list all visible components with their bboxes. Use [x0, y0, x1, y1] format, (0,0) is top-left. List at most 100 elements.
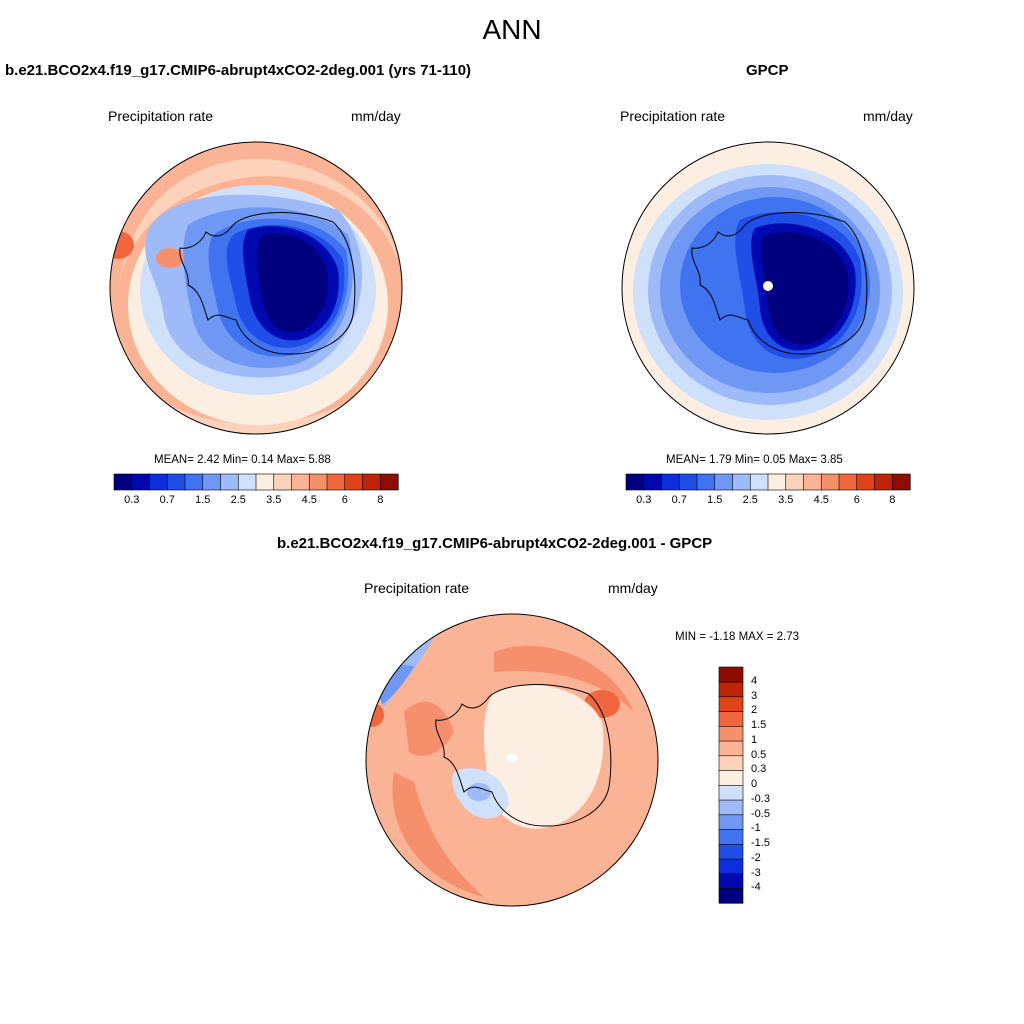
colorbar-tick-label: 2.5 — [742, 494, 758, 506]
colorbar-swatch — [344, 473, 364, 491]
panel-3-field-contour — [467, 783, 491, 801]
colorbar-tick-label: 4 — [751, 674, 758, 687]
colorbar-swatch — [379, 473, 399, 491]
colorbar-tick-label: -3 — [751, 866, 761, 879]
colorbar-tick-label: 2 — [751, 704, 758, 717]
panel-1-antarctica-coastline — [179, 212, 356, 355]
colorbar-tick-label: 3.5 — [266, 494, 282, 506]
colorbar-tick-label: 0.7 — [159, 494, 175, 506]
colorbar-swatch — [273, 473, 293, 491]
colorbar-swatch — [220, 473, 239, 491]
panel-1-map — [109, 141, 403, 435]
figure-title: ANN — [482, 14, 542, 45]
colorbar-swatch — [767, 473, 787, 491]
panel-1-variable-label: Precipitation rate — [108, 108, 214, 124]
panel-3-field-contour — [494, 645, 634, 712]
colorbar-tick-label: 0.3 — [751, 763, 767, 776]
colorbar-swatch — [749, 473, 769, 491]
panel-1-units-label: mm/day — [351, 108, 401, 124]
colorbar-swatch — [856, 473, 876, 491]
panel-2-field-contour — [761, 231, 849, 345]
colorbar-swatch — [696, 473, 716, 491]
colorbar-tick-label: 1 — [751, 733, 758, 746]
colorbar-swatch — [718, 799, 744, 816]
colorbar-swatch — [718, 710, 744, 727]
colorbar-swatch — [718, 814, 744, 830]
colorbar-swatch — [255, 473, 275, 491]
colorbar-swatch — [803, 473, 822, 491]
colorbar-swatch — [362, 473, 381, 491]
panel-2-stats: MEAN= 1.79 Min= 0.05 Max= 3.85 — [666, 454, 843, 466]
colorbar-swatch — [820, 473, 840, 491]
colorbar-swatch — [643, 473, 663, 491]
panel-2-colorbar — [625, 473, 911, 491]
panel-2-title: GPCP — [746, 62, 789, 79]
colorbar-swatch — [166, 473, 186, 491]
colorbar-swatch — [237, 473, 257, 491]
colorbar-tick-label: 3 — [751, 689, 758, 702]
colorbar-swatch — [718, 725, 744, 742]
panel-3-variable-label: Precipitation rate — [364, 580, 470, 596]
colorbar-swatch — [718, 681, 744, 698]
colorbar-tick-label: 3.5 — [778, 494, 794, 506]
colorbar-swatch — [291, 473, 310, 491]
colorbar-swatch — [718, 858, 744, 875]
colorbar-swatch — [202, 473, 222, 491]
colorbar-tick-label: 4.5 — [813, 494, 829, 506]
colorbar-swatch — [714, 473, 734, 491]
colorbar-tick-label: 1.5 — [707, 494, 723, 506]
panel-3-map-border — [365, 613, 659, 907]
colorbar-swatch — [718, 666, 744, 683]
colorbar-swatch — [785, 473, 805, 491]
panel-3-stats: MIN = -1.18 MAX = 2.73 — [675, 631, 800, 643]
colorbar-swatch — [678, 473, 698, 491]
colorbar-tick-label: 6 — [341, 494, 348, 506]
panel-3-field-contour — [484, 684, 604, 829]
panel-3-antarctica-coastline — [435, 684, 612, 827]
colorbar-swatch — [718, 755, 744, 771]
panel-2-antarctica-coastline — [691, 212, 868, 355]
colorbar-tick-label: 0 — [751, 778, 758, 790]
panel-1-field-contour — [110, 231, 134, 259]
panel-2-units-label: mm/day — [863, 108, 913, 124]
colorbar-swatch — [326, 473, 346, 491]
colorbar-tick-label: -1.5 — [751, 837, 770, 849]
panel-1-map-border — [109, 141, 403, 435]
panel-3-colorbar — [718, 666, 744, 904]
colorbar-swatch — [184, 473, 204, 491]
colorbar-tick-label: 4.5 — [301, 494, 317, 506]
colorbar-tick-label: 0.5 — [751, 748, 767, 761]
colorbar-swatch — [308, 473, 328, 491]
colorbar-swatch — [891, 473, 911, 491]
colorbar-tick-label: 8 — [377, 494, 384, 506]
panel-1-title: b.e21.BCO2x4.f19_g17.CMIP6-abrupt4xCO2-2… — [5, 62, 472, 79]
panel-3-pole-marker — [507, 753, 517, 763]
panel-3-field-contour — [392, 772, 484, 897]
colorbar-tick-label: 6 — [853, 494, 860, 506]
colorbar-swatch — [149, 473, 168, 491]
colorbar-swatch — [718, 769, 744, 786]
colorbar-swatch — [838, 473, 858, 491]
colorbar-tick-label: 0.3 — [636, 494, 652, 506]
colorbar-tick-label: -0.3 — [751, 792, 770, 805]
colorbar-tick-label: 0.3 — [124, 494, 140, 506]
panel-3-units-label: mm/day — [608, 580, 658, 596]
colorbar-swatch — [113, 473, 133, 491]
colorbar-tick-label: 1.5 — [195, 494, 211, 506]
panel-3-field-contour — [366, 703, 384, 727]
panel-1-field-contour — [156, 248, 184, 268]
colorbar-swatch — [718, 843, 744, 860]
colorbar-tick-label: 0.7 — [671, 494, 687, 506]
panel-3-map — [365, 613, 659, 907]
colorbar-swatch — [718, 740, 744, 757]
panel-1-field-contour — [257, 233, 329, 333]
colorbar-tick-label: 8 — [889, 494, 896, 506]
colorbar-tick-label: -4 — [751, 881, 761, 894]
colorbar-tick-label: -1 — [751, 822, 761, 835]
colorbar-tick-label: 1.5 — [751, 719, 767, 731]
colorbar-tick-label: -2 — [751, 851, 761, 864]
panel-1-colorbar — [113, 473, 399, 491]
colorbar-swatch — [718, 696, 744, 712]
colorbar-swatch — [661, 473, 680, 491]
panel-2-pole-marker — [763, 281, 773, 291]
